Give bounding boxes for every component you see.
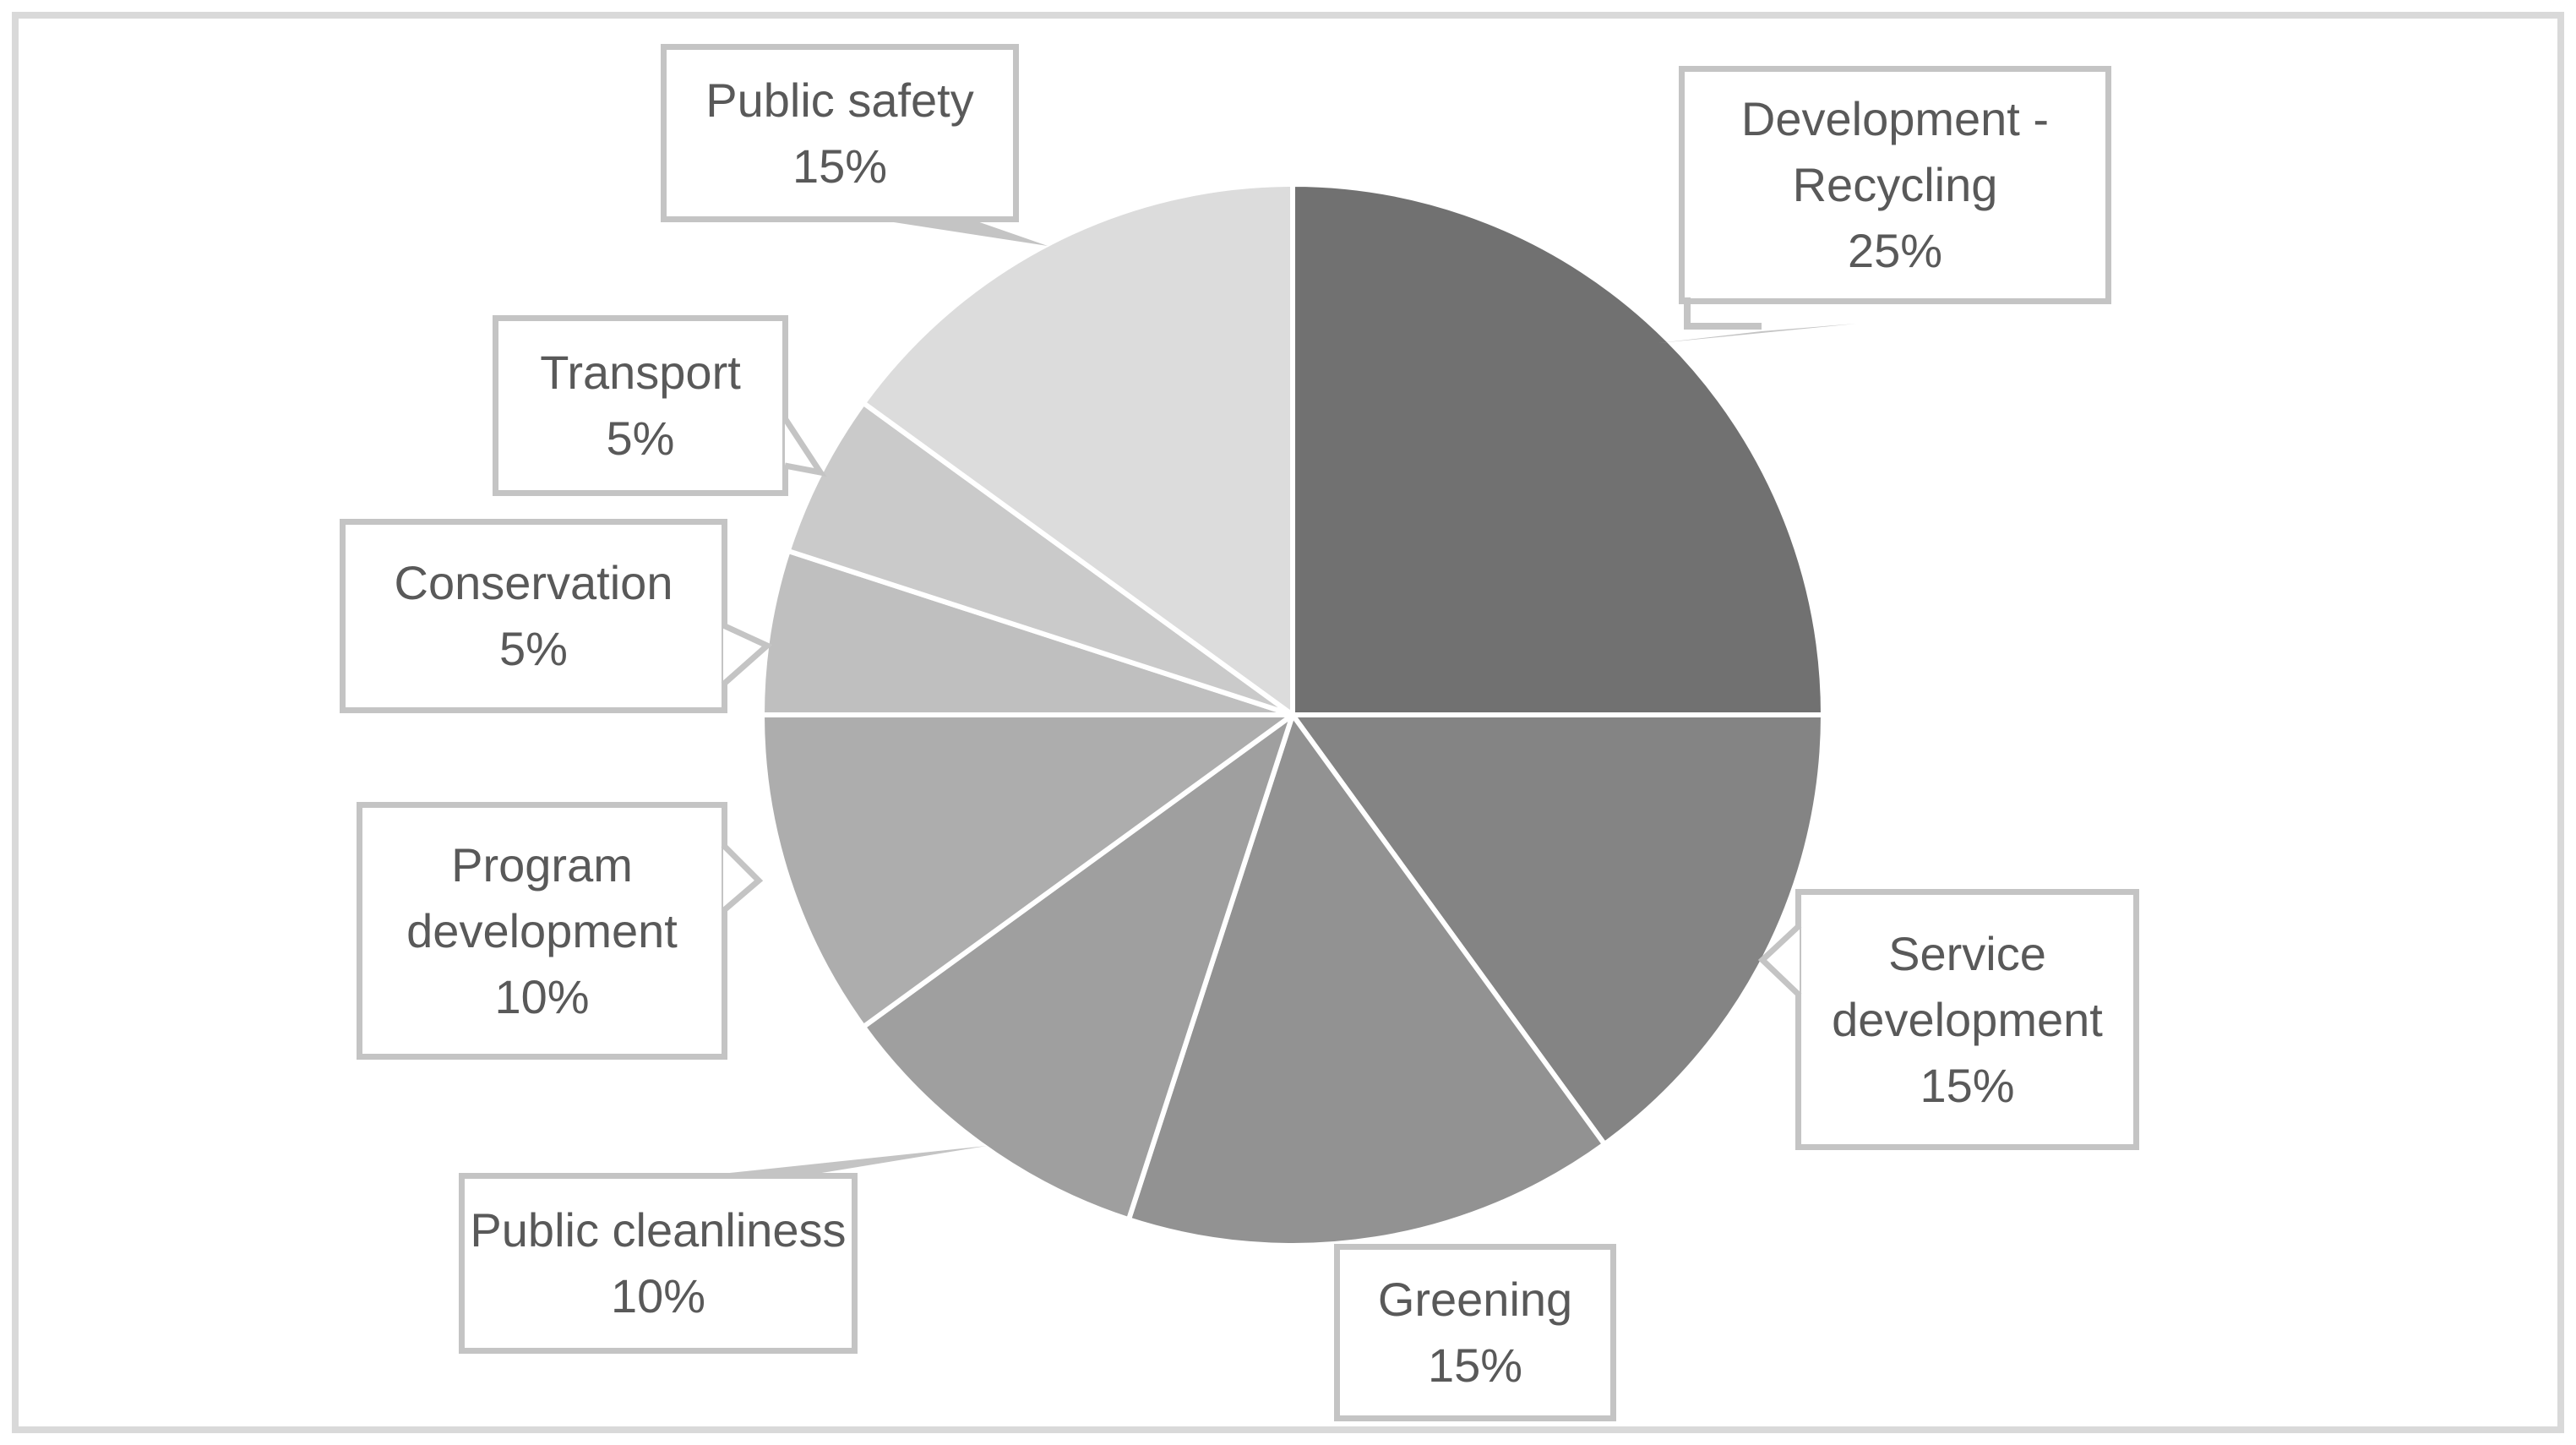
pie-slice-public-safety[interactable] xyxy=(860,182,1295,717)
callout-value: 15% xyxy=(1920,1058,2015,1112)
callout-line: Greening xyxy=(1377,1273,1573,1326)
callout-line: development xyxy=(406,903,678,957)
callout-line: Transport xyxy=(540,346,741,399)
callout-line: Service xyxy=(1888,926,2046,980)
pie-slices-group xyxy=(760,182,1826,1248)
callout-conservation[interactable]: Conservation 5% xyxy=(340,519,727,713)
callout-greening[interactable]: Greening 15% xyxy=(1334,1244,1616,1421)
pie-slice-greening[interactable] xyxy=(1125,712,1608,1248)
callout-public-cleanliness[interactable]: Public cleanliness 10% xyxy=(459,1173,858,1354)
callout-line: Development - xyxy=(1740,92,2050,145)
pie-slice-public-cleanliness[interactable] xyxy=(860,712,1295,1223)
callout-transport[interactable]: Transport 5% xyxy=(493,315,788,496)
callout-value: 10% xyxy=(494,969,590,1023)
callout-line: Public safety xyxy=(705,73,974,127)
callout-public-safety[interactable]: Public safety 15% xyxy=(661,44,1019,222)
callout-development-recycling[interactable]: Development - Recycling 25% xyxy=(1679,66,2111,304)
callout-value: 25% xyxy=(1847,224,1943,277)
callout-value: 5% xyxy=(606,412,675,465)
callout-value: 15% xyxy=(792,139,888,193)
pie-slice-program-development[interactable] xyxy=(760,712,1295,1030)
callout-line: Public cleanliness xyxy=(470,1203,847,1257)
callout-line: development xyxy=(1832,992,2103,1046)
callout-value: 5% xyxy=(499,622,568,675)
callout-service-development[interactable]: Service development 15% xyxy=(1795,889,2139,1150)
callout-program-development[interactable]: Program development 10% xyxy=(357,802,727,1060)
callout-line: Program xyxy=(451,837,633,892)
callout-line: Recycling xyxy=(1792,158,1998,211)
callout-value: 15% xyxy=(1427,1339,1523,1392)
callout-line: Conservation xyxy=(394,556,673,609)
callout-value: 10% xyxy=(610,1269,706,1322)
